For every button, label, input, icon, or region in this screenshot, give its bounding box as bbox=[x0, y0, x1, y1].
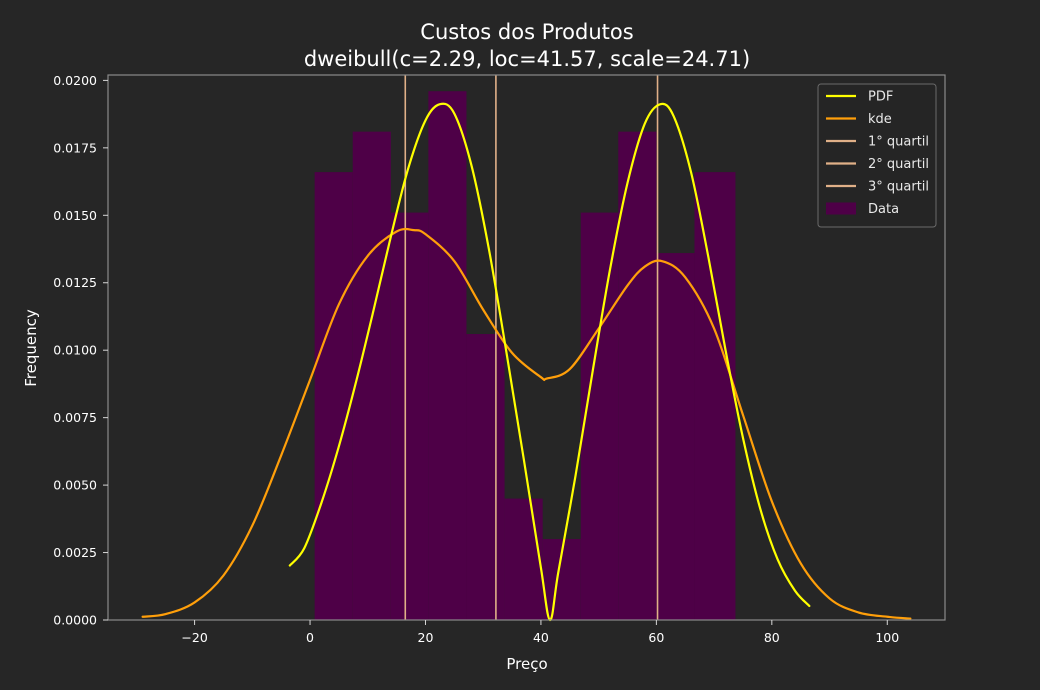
histogram-bar-9 bbox=[656, 253, 695, 620]
series-line-kde bbox=[141, 227, 912, 620]
chart-title: Custos dos Produtos bbox=[420, 20, 633, 44]
legend-label-2: 1° quartil bbox=[868, 135, 929, 150]
x-tick-label-0: −20 bbox=[181, 630, 207, 645]
legend-swatch-5 bbox=[826, 202, 856, 215]
x-tick-label-3: 40 bbox=[533, 630, 549, 645]
histogram-bar-4 bbox=[466, 334, 505, 620]
histogram-bar-0 bbox=[314, 172, 353, 620]
histogram-bar-10 bbox=[694, 172, 736, 620]
y-tick-label-7: 0.0175 bbox=[53, 140, 97, 155]
legend-box bbox=[817, 83, 937, 228]
histogram-bar-7 bbox=[580, 212, 619, 621]
x-tick-label-5: 80 bbox=[764, 630, 780, 645]
y-tick-label-4: 0.0100 bbox=[53, 343, 97, 358]
x-tick-label-1: 0 bbox=[306, 630, 314, 645]
plot-area bbox=[107, 74, 946, 622]
x-tick-label-6: 100 bbox=[875, 630, 899, 645]
legend-label-5: Data bbox=[868, 202, 899, 217]
plot-frame bbox=[107, 74, 946, 621]
y-tick-label-8: 0.0200 bbox=[53, 73, 97, 88]
histogram-bars bbox=[314, 91, 736, 621]
y-tick-label-5: 0.0125 bbox=[53, 275, 97, 290]
legend-label-3: 2° quartil bbox=[868, 157, 929, 172]
x-tick-label-4: 60 bbox=[648, 630, 664, 645]
legend-label-0: PDF bbox=[868, 90, 893, 105]
y-axis: 0.0000 0.0025 0.0050 0.0075 0.0100 0.0125 0.01… bbox=[53, 73, 108, 628]
histogram-bar-2 bbox=[390, 212, 429, 621]
y-tick-label-0: 0.0000 bbox=[53, 613, 97, 628]
legend-label-4: 3° quartil bbox=[868, 180, 929, 195]
histogram-bar-1 bbox=[352, 131, 391, 620]
x-axis: −20 0 20 40 60 80 100 bbox=[181, 620, 899, 645]
x-axis-label: Preço bbox=[506, 655, 547, 673]
y-tick-label-1: 0.0025 bbox=[53, 545, 97, 560]
chart-subtitle: dweibull(c=2.29, loc=41.57, scale=24.71) bbox=[304, 47, 750, 71]
quartile-lines bbox=[404, 75, 659, 620]
histogram-bar-3 bbox=[428, 91, 467, 621]
histogram-bar-5 bbox=[504, 498, 543, 620]
y-axis-label: Frequency bbox=[22, 309, 40, 387]
legend: PDF kde 1° quartil 2° quartil 3° quartil Data bbox=[817, 83, 937, 228]
y-tick-label-3: 0.0075 bbox=[53, 410, 97, 425]
y-tick-label-6: 0.0150 bbox=[53, 208, 97, 223]
histogram-bar-8 bbox=[618, 131, 657, 620]
y-tick-label-2: 0.0050 bbox=[53, 478, 97, 493]
x-tick-label-2: 20 bbox=[418, 630, 434, 645]
legend-label-1: kde bbox=[868, 112, 892, 127]
